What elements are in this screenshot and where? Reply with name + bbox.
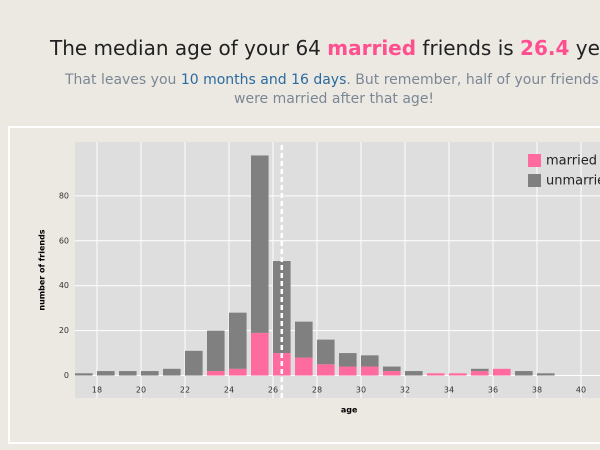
bar	[163, 368, 181, 376]
bar	[339, 366, 357, 376]
bar	[515, 371, 533, 376]
bar	[229, 312, 247, 369]
y-tick-label: 20	[59, 326, 69, 335]
bar	[75, 373, 93, 376]
bar	[361, 355, 379, 367]
x-tick-label: 34	[444, 386, 454, 395]
bar	[97, 371, 115, 376]
bar	[251, 332, 269, 376]
x-axis-label: age	[341, 406, 358, 415]
bar	[251, 155, 269, 333]
bar	[339, 353, 357, 367]
title-highlight: 26.4	[520, 36, 570, 60]
y-tick-label: 0	[64, 371, 69, 380]
y-tick-label: 40	[59, 281, 69, 290]
subtitle: were married after that age!	[234, 91, 434, 107]
bar	[317, 364, 335, 376]
subtitle-highlight: 10 months and 16 days	[180, 72, 347, 88]
title-part: friends is	[416, 36, 521, 60]
bar	[537, 373, 555, 376]
title-part: The median age of your 64	[50, 36, 328, 60]
legend-label: unmarried	[546, 174, 600, 189]
bar	[383, 366, 401, 372]
bar	[427, 373, 445, 376]
bar	[207, 371, 225, 376]
bar	[383, 371, 401, 376]
plot-area	[75, 142, 600, 398]
x-tick-label: 36	[488, 386, 498, 395]
y-tick-label: 80	[59, 191, 69, 200]
x-tick-label: 28	[312, 386, 322, 395]
subtitle-part: were married after that age!	[234, 91, 435, 107]
bar	[119, 371, 137, 376]
bar	[141, 371, 159, 376]
x-tick-label: 30	[356, 386, 366, 395]
legend-swatch	[528, 154, 541, 167]
title-part: years o	[575, 36, 600, 60]
x-tick-label: 18	[92, 386, 102, 395]
y-axis-label: number of friends	[38, 229, 47, 310]
x-tick-label: 40	[576, 386, 586, 395]
x-tick-label: 32	[400, 386, 410, 395]
subtitle-part: That leaves you	[65, 72, 181, 88]
x-tick-label: 20	[136, 386, 146, 395]
bar	[361, 366, 379, 376]
bar	[449, 373, 467, 376]
bar	[471, 371, 489, 376]
bar	[317, 339, 335, 365]
bar	[229, 368, 247, 376]
legend-label: married	[546, 154, 597, 169]
bar	[405, 371, 423, 376]
frame	[8, 126, 600, 444]
x-tick-label: 26	[268, 386, 278, 395]
x-tick-label: 22	[180, 386, 190, 395]
bar	[295, 321, 313, 358]
bar	[185, 350, 203, 376]
bar	[295, 357, 313, 376]
y-tick-label: 60	[59, 236, 69, 245]
subtitle: That leaves you 10 months and 16 days. B…	[65, 72, 599, 88]
bar	[493, 368, 511, 376]
bar	[471, 368, 489, 372]
headline: The median age of your 64 married friend…	[50, 36, 600, 60]
bar	[207, 330, 225, 372]
x-tick-label: 24	[224, 386, 234, 395]
legend-swatch	[528, 174, 541, 187]
x-tick-label: 38	[532, 386, 542, 395]
subtitle-part: . But remember, half of your friends	[346, 72, 599, 88]
title-highlight: married	[327, 36, 417, 60]
